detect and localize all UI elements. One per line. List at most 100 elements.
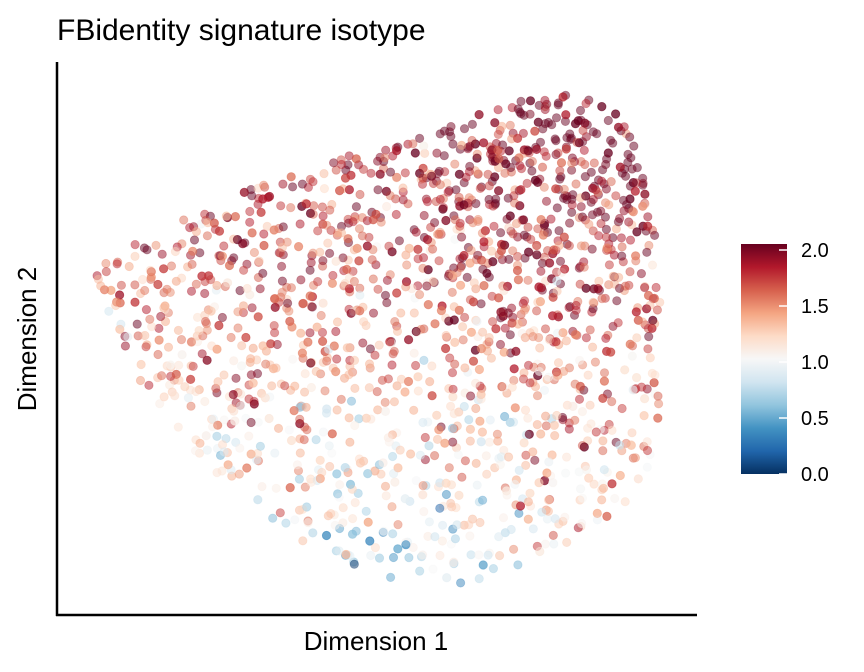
data-point [355,189,365,200]
data-point [269,328,280,338]
data-point [551,113,562,123]
data-point [234,469,244,479]
data-point [344,413,354,423]
data-point [249,399,259,409]
data-point [302,425,312,435]
data-point [465,258,475,268]
data-point [554,226,564,236]
data-point [446,122,456,132]
data-point [344,185,354,195]
data-point [313,226,323,236]
data-point [613,122,624,132]
data-point [281,518,291,528]
data-point [388,529,398,539]
data-point [539,147,549,157]
colorbar-tick-label: 0.5 [801,408,829,430]
data-point [241,332,251,343]
data-point [385,572,396,583]
data-point [313,276,323,287]
data-point [232,235,242,245]
data-point [458,335,468,345]
data-point [294,474,304,484]
data-point [523,514,533,524]
data-point [472,153,482,163]
data-point [474,364,484,375]
data-point [585,325,595,335]
data-point [338,503,348,513]
data-point [530,126,540,136]
data-point [575,105,586,116]
data-point [355,306,365,316]
data-point [477,327,488,337]
data-point [318,211,328,221]
data-point [350,420,360,431]
data-point [541,196,552,206]
data-point [257,481,267,492]
data-point [499,411,510,422]
data-point [523,497,534,507]
data-point [527,156,538,167]
data-point [245,354,256,364]
data-point [459,312,470,322]
data-point [271,483,281,493]
data-point [157,371,167,381]
data-point [582,423,593,433]
data-point [449,408,459,419]
data-point [474,550,484,560]
data-point [422,281,432,291]
data-point [468,356,479,366]
data-point [549,245,559,255]
data-point [429,450,440,461]
data-point [507,318,517,328]
data-point [559,184,569,194]
data-point [321,530,332,541]
data-point [531,144,542,154]
data-point [322,356,332,366]
data-point [212,280,222,291]
data-point [217,251,227,261]
data-point [567,158,577,168]
data-point [615,470,625,481]
data-point [484,181,494,191]
data-point [560,468,571,478]
data-point [508,246,518,256]
data-point [212,431,222,441]
data-point [338,253,348,263]
data-point [141,304,151,315]
data-point [233,323,243,333]
data-point [564,218,575,228]
data-point [528,447,538,457]
data-point [625,267,635,277]
data-point [647,260,658,270]
data-point [255,284,265,294]
data-point [534,282,544,292]
data-point [501,159,511,169]
data-point [598,446,608,456]
data-point [470,139,480,149]
data-point [286,172,296,182]
data-point [513,232,523,242]
data-point [587,342,598,352]
data-point [334,546,344,556]
data-point [229,406,239,416]
data-point [392,381,402,391]
data-point [335,480,345,490]
data-point [642,247,652,257]
data-point [170,391,180,401]
data-point [597,495,607,505]
data-point [630,453,641,463]
data-point [375,169,385,179]
data-point [521,460,531,470]
data-point [424,441,434,451]
data-point [525,109,535,119]
data-point [495,459,505,470]
data-point [498,311,508,321]
data-point [448,558,458,568]
data-point [549,420,559,431]
data-point [523,146,533,156]
data-point [378,458,388,468]
data-point [472,316,482,326]
data-point [308,528,318,538]
data-point [246,449,256,459]
data-point [200,396,210,407]
